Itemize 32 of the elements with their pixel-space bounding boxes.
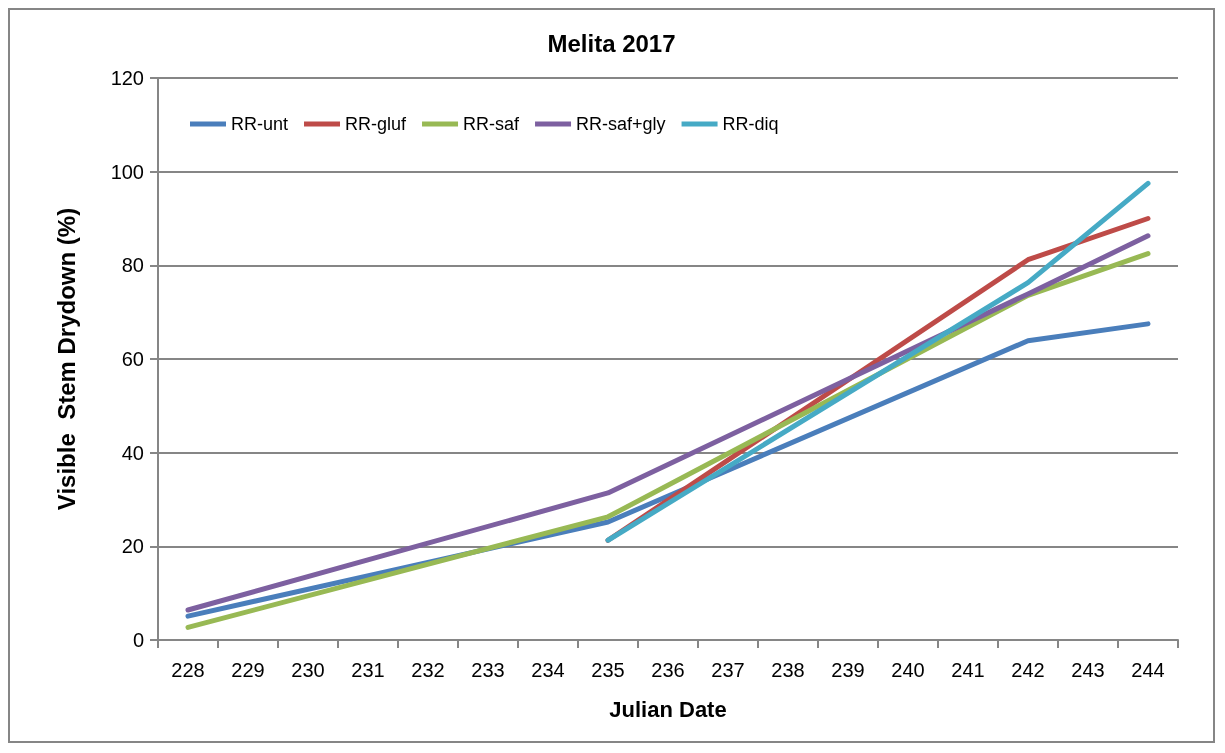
y-tick-label: 20: [121, 535, 144, 558]
legend-label: RR-saf+gly: [576, 114, 666, 134]
y-axis-title: Visible Stem Drydown (%): [52, 207, 80, 511]
legend-label: RR-gluf: [345, 114, 408, 134]
legend-label: RR-saf: [463, 114, 521, 134]
x-tick-label: 229: [231, 659, 265, 681]
y-tick-label: 120: [110, 67, 144, 89]
x-axis-title: Julian Date: [609, 696, 727, 722]
x-tick-label: 239: [831, 659, 865, 681]
x-tick-label: 235: [591, 659, 625, 681]
x-tick-label: 244: [1131, 659, 1165, 681]
x-tick-label: 236: [651, 659, 685, 681]
y-tick-label: 0: [132, 629, 144, 651]
y-tick-label: 100: [110, 160, 144, 183]
x-tick-label: 243: [1071, 659, 1105, 681]
x-tick-label: 241: [951, 659, 985, 681]
y-tick-label: 60: [121, 348, 144, 370]
x-tick-label: 232: [411, 659, 445, 681]
x-tick-label: 233: [471, 659, 505, 681]
y-tick-label: 80: [121, 254, 144, 277]
x-tick-label: 230: [291, 659, 325, 681]
x-tick-label: 237: [711, 659, 745, 681]
x-tick-label: 228: [171, 659, 205, 681]
legend-label: RR-unt: [231, 114, 289, 134]
x-tick-label: 238: [771, 659, 805, 681]
x-tick-label: 231: [351, 659, 385, 681]
x-tick-label: 234: [531, 659, 565, 681]
chart-title: Melita 2017: [547, 29, 676, 57]
y-tick-label: 40: [121, 441, 144, 464]
x-tick-label: 240: [891, 659, 925, 681]
x-tick-label: 242: [1011, 659, 1045, 681]
legend-label: RR-diq: [722, 114, 779, 134]
